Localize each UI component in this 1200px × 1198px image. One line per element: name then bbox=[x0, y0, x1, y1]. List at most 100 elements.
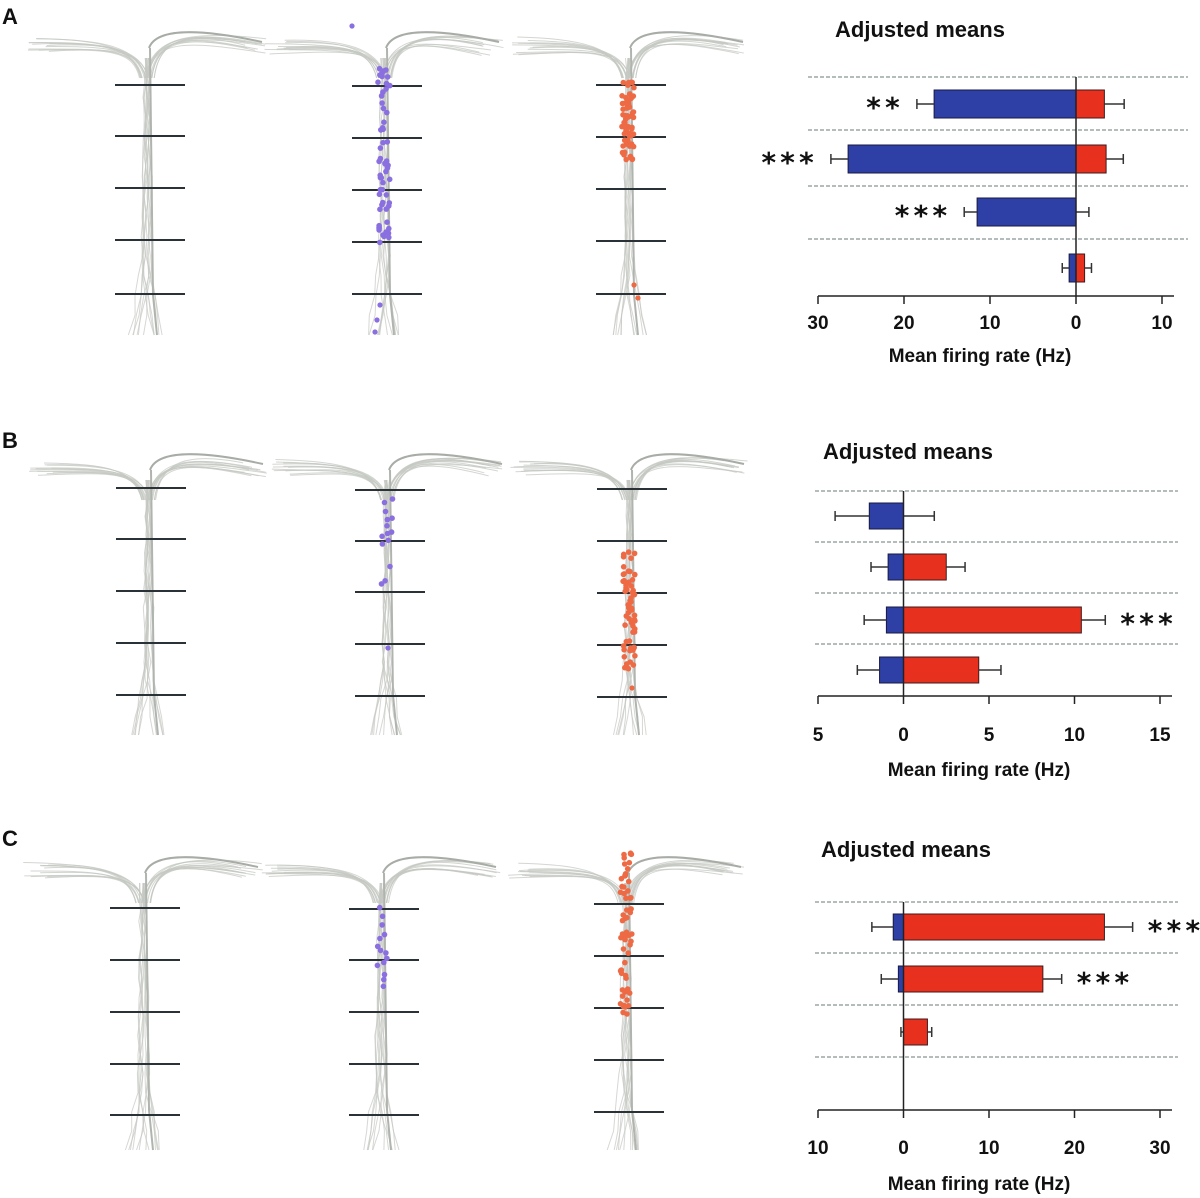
panel-letter-c: C bbox=[2, 826, 18, 851]
recorded-site-dot bbox=[627, 851, 634, 857]
recorded-site-dot bbox=[625, 878, 632, 885]
recorded-site-dot bbox=[379, 913, 386, 920]
recorded-site-dot bbox=[619, 993, 626, 999]
recorded-site-dot bbox=[384, 219, 390, 225]
recorded-site-dot bbox=[626, 932, 632, 939]
recorded-site-dot bbox=[624, 907, 630, 913]
recorded-site-dot bbox=[372, 329, 378, 335]
recorded-site-dot bbox=[622, 871, 629, 877]
panel-letter-b: B bbox=[2, 428, 18, 453]
bar-right bbox=[903, 553, 947, 581]
bar-left bbox=[897, 965, 904, 993]
recorded-site-dot bbox=[379, 100, 385, 106]
recorded-site-dot bbox=[619, 917, 626, 924]
recorded-site-dot bbox=[617, 1001, 624, 1007]
recorded-site-dot bbox=[625, 79, 632, 86]
x-tick-label: 0 bbox=[898, 1138, 909, 1159]
recorded-site-dot bbox=[625, 98, 632, 105]
x-tick-label: 10 bbox=[807, 1138, 828, 1159]
x-tick-label: 10 bbox=[978, 1138, 999, 1159]
recorded-site-dot bbox=[632, 653, 638, 659]
significance-label: *** bbox=[760, 146, 817, 179]
recorded-site-dot bbox=[624, 914, 630, 921]
x-tick-label: 5 bbox=[813, 725, 824, 746]
recorded-site-dot bbox=[378, 127, 384, 133]
recorded-site-dot bbox=[383, 192, 390, 198]
recorded-site-dot bbox=[378, 581, 385, 587]
recorded-site-dot bbox=[621, 861, 628, 867]
recorded-site-dot bbox=[377, 186, 384, 193]
neuron-reconstruction bbox=[27, 31, 267, 336]
recorded-site-dot bbox=[621, 890, 627, 897]
recorded-site-dot bbox=[375, 79, 381, 85]
x-tick-label: 5 bbox=[984, 725, 995, 746]
recorded-site-dot bbox=[627, 659, 633, 665]
neuron-reconstruction bbox=[264, 23, 504, 336]
bar-right bbox=[1075, 89, 1105, 119]
panel-letters: A B C bbox=[2, 4, 18, 851]
recorded-site-dot bbox=[381, 971, 388, 978]
recorded-site-dot bbox=[620, 79, 627, 86]
recorded-site-dot bbox=[379, 70, 386, 76]
recorded-site-dot bbox=[622, 972, 629, 979]
bar-left bbox=[892, 913, 904, 941]
recorded-site-dot bbox=[628, 141, 635, 147]
bar-left bbox=[847, 144, 1077, 174]
x-axis-label: Mean firing rate (Hz) bbox=[888, 760, 1071, 781]
recorded-site-dot bbox=[383, 950, 389, 956]
recorded-site-dot bbox=[620, 1009, 626, 1016]
recorded-site-dot bbox=[631, 282, 637, 288]
recorded-site-dot bbox=[619, 93, 625, 99]
recorded-site-dot bbox=[349, 23, 355, 29]
recorded-site-dot bbox=[626, 859, 633, 866]
recorded-site-dot bbox=[622, 622, 628, 628]
recorded-site-dot bbox=[620, 571, 627, 578]
recorded-site-dot bbox=[632, 571, 638, 578]
recorded-site-dot bbox=[631, 629, 638, 635]
recorded-site-dot bbox=[628, 555, 634, 561]
neuron-reconstructions bbox=[23, 23, 748, 1151]
recorded-site-dot bbox=[383, 86, 389, 92]
recorded-site-dot bbox=[628, 583, 635, 589]
bar-left bbox=[885, 606, 905, 634]
recorded-site-dot bbox=[624, 123, 630, 130]
panel-letter-a: A bbox=[2, 4, 18, 29]
recorded-site-dot bbox=[384, 109, 390, 116]
x-tick-label: 30 bbox=[1149, 1138, 1170, 1159]
recorded-site-dot bbox=[384, 74, 391, 80]
recorded-site-dot bbox=[385, 537, 392, 544]
recorded-site-dot bbox=[380, 179, 386, 186]
neuron-reconstruction bbox=[512, 31, 745, 336]
recorded-site-dot bbox=[629, 607, 635, 613]
chart-title: Adjusted means bbox=[821, 837, 991, 862]
recorded-site-dot bbox=[384, 165, 391, 171]
recorded-site-dot bbox=[623, 156, 629, 163]
recorded-site-dot bbox=[630, 647, 636, 653]
x-tick-label: 15 bbox=[1149, 725, 1171, 746]
recorded-site-dot bbox=[622, 116, 629, 122]
recorded-site-dot bbox=[629, 577, 636, 583]
recorded-site-dot bbox=[621, 654, 628, 660]
recorded-site-dot bbox=[629, 110, 636, 116]
recorded-site-dot bbox=[387, 563, 393, 570]
x-tick-label: 30 bbox=[807, 313, 828, 334]
recorded-site-dot bbox=[623, 638, 630, 645]
recorded-site-dot bbox=[624, 997, 630, 1003]
recorded-site-dot bbox=[622, 959, 628, 966]
x-tick-label: 10 bbox=[1151, 313, 1172, 334]
recorded-site-dot bbox=[386, 234, 392, 241]
bar-left bbox=[933, 89, 1077, 119]
recorded-site-dot bbox=[622, 989, 628, 995]
recorded-site-dot bbox=[376, 65, 383, 72]
chart-title: Adjusted means bbox=[835, 17, 1005, 42]
neuron-reconstruction bbox=[29, 453, 267, 736]
recorded-site-dot bbox=[620, 884, 627, 890]
recorded-site-dot bbox=[377, 239, 383, 246]
bar-right bbox=[1075, 144, 1107, 174]
recorded-site-dot bbox=[384, 139, 391, 145]
recorded-site-dot bbox=[620, 551, 627, 558]
recorded-site-dot bbox=[625, 549, 632, 555]
recorded-site-dot bbox=[628, 619, 635, 626]
